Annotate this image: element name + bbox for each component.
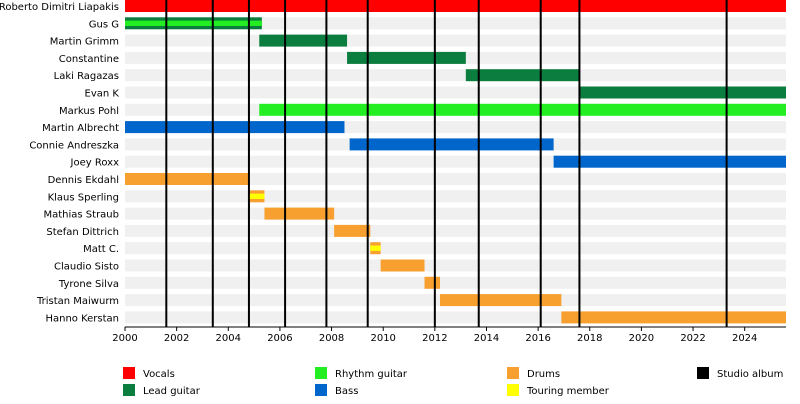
member-label: Joey Roxx: [70, 158, 120, 169]
member-label: Gus G: [89, 19, 119, 30]
member-bar: [553, 155, 786, 168]
member-bar: [264, 207, 335, 220]
member-bar: [465, 69, 580, 82]
member-label: Stefan Dittrich: [46, 227, 119, 238]
legend-label: Rhythm guitar: [335, 369, 408, 380]
legend-label: Studio album: [717, 369, 783, 380]
member-label: Constantine: [59, 54, 119, 65]
member-label: Evan K: [85, 89, 120, 100]
member-label: Markus Pohl: [59, 106, 119, 117]
member-bar: [259, 103, 786, 116]
member-label: Connie Andreszka: [29, 140, 119, 151]
x-tick-label: 2008: [319, 333, 344, 344]
member-bar: [349, 138, 554, 151]
member-label: Mathias Straub: [43, 210, 119, 221]
x-tick-label: 2024: [732, 333, 757, 344]
member-label: Tyrone Silva: [58, 279, 119, 290]
member-label: Dennis Ekdahl: [48, 175, 119, 186]
legend-label: Lead guitar: [143, 386, 201, 397]
member-bar: [380, 259, 425, 272]
member-label: Hanno Kerstan: [45, 313, 119, 324]
member-label: Roberto Dimitri Liapakis: [0, 2, 119, 13]
legend-swatch: [315, 367, 327, 379]
x-tick-label: 2014: [474, 333, 499, 344]
member-label: Klaus Sperling: [48, 192, 119, 203]
member-bar: [579, 86, 786, 99]
member-bar: [125, 121, 345, 134]
member-label: Martin Albrecht: [42, 123, 119, 134]
x-tick-label: 2016: [525, 333, 550, 344]
member-bar: [561, 311, 786, 324]
row-band: [125, 173, 786, 185]
row-band: [125, 207, 786, 220]
row-band: [125, 34, 786, 47]
legend-swatch: [123, 367, 135, 379]
x-tick-label: 2012: [422, 333, 447, 344]
member-bar: [125, 0, 786, 12]
x-tick-label: 2022: [680, 333, 705, 344]
legend-swatch: [697, 367, 709, 379]
x-tick-label: 2010: [370, 333, 395, 344]
row-band: [125, 224, 786, 237]
legend-label: Drums: [527, 369, 560, 380]
x-tick-label: 2018: [577, 333, 602, 344]
row-band: [125, 17, 786, 30]
row-band: [125, 259, 786, 272]
member-bar: [424, 276, 441, 289]
member-label: Claudio Sisto: [54, 262, 119, 273]
x-tick-label: 2006: [267, 333, 292, 344]
legend-swatch: [123, 384, 135, 396]
legend-swatch: [315, 384, 327, 396]
legend-label: Touring member: [526, 386, 610, 397]
row-band: [125, 190, 786, 203]
member-bar: [440, 294, 562, 307]
member-bar: [125, 20, 262, 26]
x-tick-label: 2000: [112, 333, 137, 344]
row-band: [125, 242, 786, 255]
member-label: Laki Ragazas: [54, 71, 119, 82]
x-tick-label: 2020: [629, 333, 654, 344]
row-band: [125, 276, 786, 289]
member-bar: [248, 193, 265, 199]
member-label: Tristan Maiwurm: [36, 296, 119, 307]
x-tick-label: 2004: [216, 333, 241, 344]
row-band: [125, 69, 786, 82]
member-bar: [334, 224, 371, 237]
legend-swatch: [507, 367, 519, 379]
member-bar: [370, 245, 381, 251]
member-bar: [259, 34, 348, 47]
x-tick-label: 2002: [164, 333, 189, 344]
legend-swatch: [507, 384, 519, 396]
member-bar: [125, 173, 249, 185]
legend-label: Vocals: [143, 369, 175, 380]
member-label: Martin Grimm: [50, 37, 119, 48]
member-label: Matt C.: [83, 244, 119, 255]
member-bar: [347, 51, 466, 64]
legend-label: Bass: [335, 386, 358, 397]
